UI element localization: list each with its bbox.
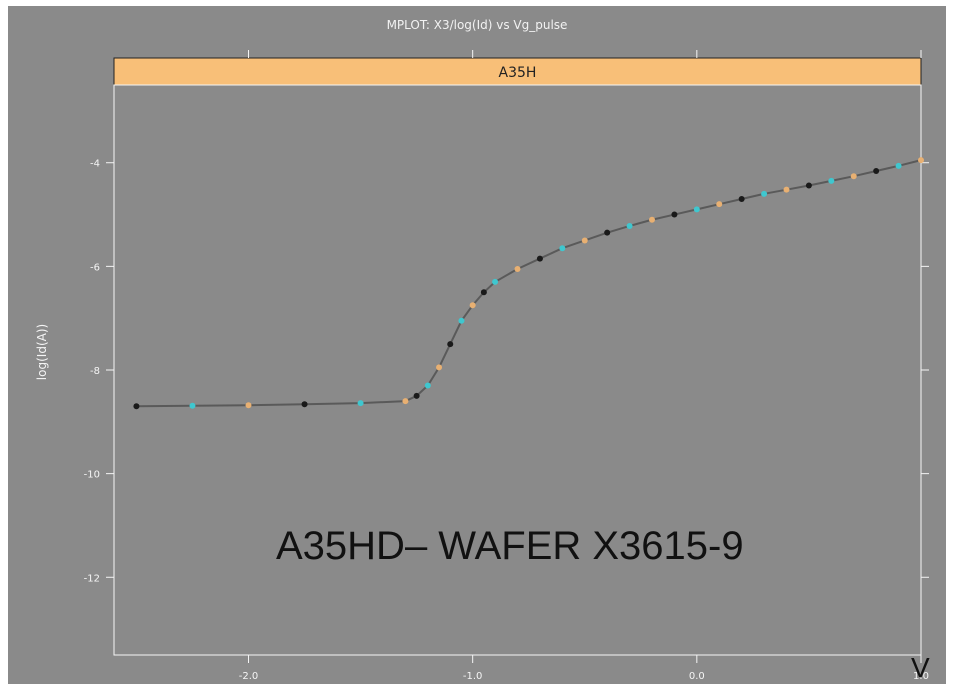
data-point bbox=[895, 162, 902, 169]
data-line bbox=[136, 159, 922, 408]
data-point bbox=[783, 186, 790, 193]
data-point bbox=[559, 245, 566, 252]
data-point bbox=[649, 216, 655, 223]
x-unit-label: V bbox=[911, 652, 930, 683]
data-point bbox=[492, 278, 499, 285]
data-point bbox=[514, 265, 521, 272]
x-tick-label: -1.0 bbox=[463, 671, 483, 682]
data-point bbox=[436, 364, 443, 371]
data-point bbox=[604, 229, 611, 236]
y-tick-label: -12 bbox=[84, 573, 100, 584]
data-point bbox=[738, 196, 745, 202]
data-point bbox=[357, 400, 364, 407]
y-tick-label: -4 bbox=[90, 159, 100, 170]
y-tick-label: -10 bbox=[84, 470, 100, 481]
y-tick-label: -8 bbox=[90, 366, 100, 377]
data-point bbox=[447, 341, 454, 348]
data-point bbox=[626, 222, 633, 229]
chart-title: MPLOT: X3/log(Id) vs Vg_pulse bbox=[386, 18, 568, 32]
data-point bbox=[133, 403, 140, 410]
data-point bbox=[850, 173, 857, 180]
data-point bbox=[402, 398, 409, 405]
data-point bbox=[671, 211, 678, 218]
data-point bbox=[458, 317, 465, 324]
wafer-annotation: A35HD– WAFER X3615-9 bbox=[276, 524, 744, 568]
x-tick-label: -2.0 bbox=[239, 671, 259, 682]
data-point bbox=[189, 402, 196, 409]
x-tick-label: 1.0 bbox=[913, 671, 929, 682]
data-point bbox=[413, 392, 420, 399]
panel-strip-label: A35H bbox=[499, 65, 537, 81]
panel-strip bbox=[113, 57, 922, 86]
data-point bbox=[424, 382, 431, 389]
data-point bbox=[805, 182, 812, 189]
y-axis-label: log(Id(A)) bbox=[35, 324, 49, 380]
plot-frame bbox=[113, 84, 922, 656]
data-point bbox=[828, 177, 835, 184]
data-point bbox=[480, 289, 487, 296]
data-point bbox=[716, 201, 723, 208]
data-point bbox=[761, 190, 768, 197]
data-point bbox=[469, 302, 476, 309]
x-tick-label: 0.0 bbox=[689, 671, 705, 682]
data-point bbox=[536, 255, 543, 262]
plot-area: A35H -2.0 -1.0 0.0 1.0 -4 -6 -8 -10 -12 log(Id(A)) bbox=[35, 50, 929, 682]
data-point bbox=[873, 168, 880, 175]
data-point bbox=[245, 402, 252, 409]
data-point bbox=[693, 206, 700, 213]
chart-figure: MPLOT: X3/log(Id) vs Vg_pulse A35H -2.0 -1… bbox=[8, 6, 946, 684]
data-point bbox=[301, 401, 308, 408]
y-tick-label: -6 bbox=[90, 262, 100, 273]
data-point bbox=[581, 237, 588, 244]
data-point bbox=[918, 157, 924, 164]
